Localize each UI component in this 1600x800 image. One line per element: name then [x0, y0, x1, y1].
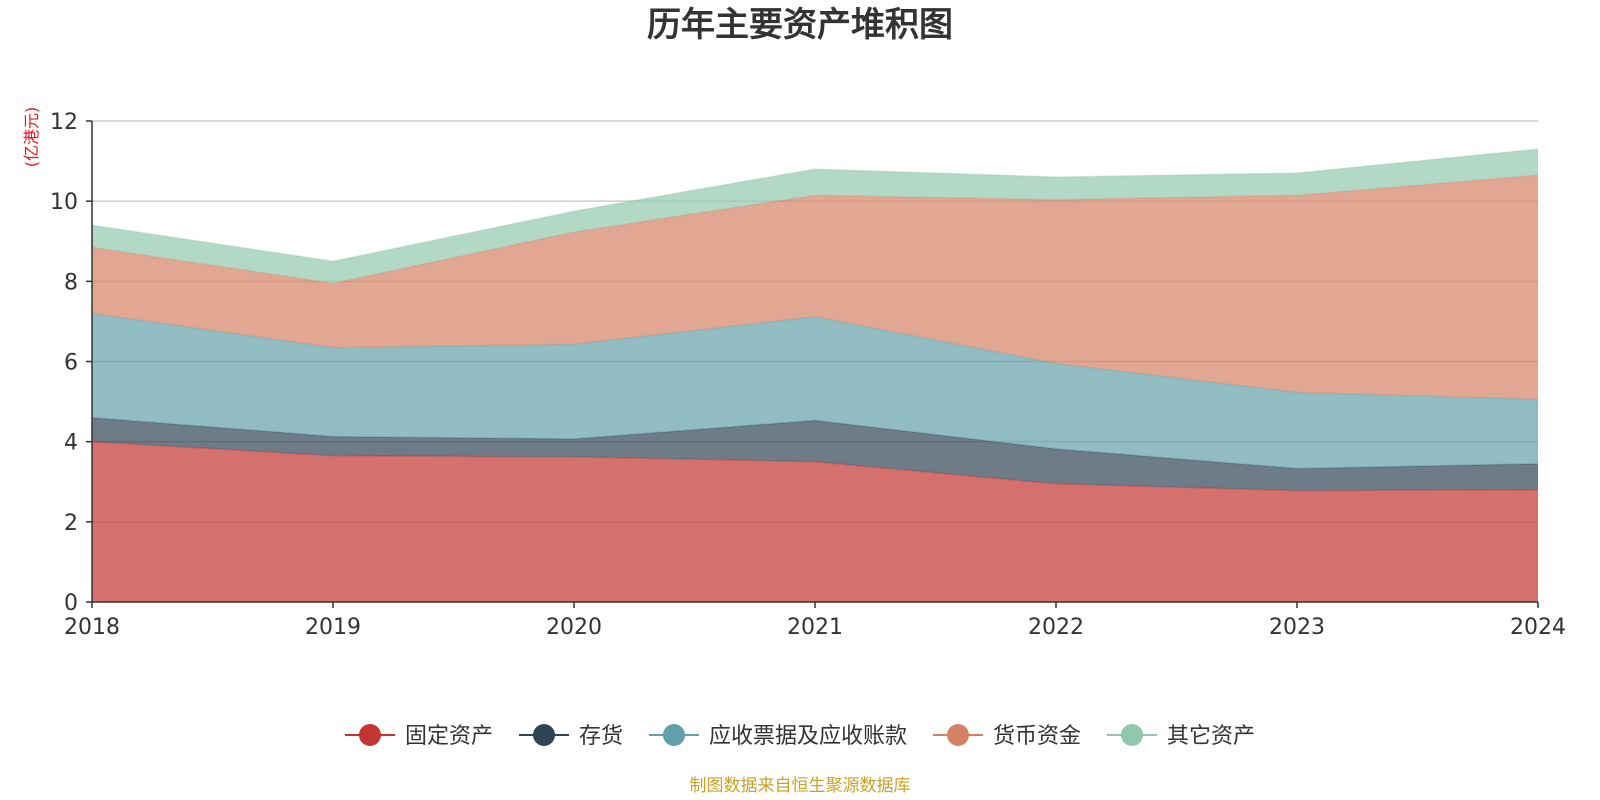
y-tick-label: 4 — [64, 431, 78, 456]
y-tick-label: 10 — [50, 190, 78, 215]
legend-label: 货币资金 — [993, 724, 1081, 749]
legend-item-3[interactable]: 应收票据及应收账款 — [649, 724, 907, 749]
legend-label: 存货 — [579, 724, 623, 749]
area-series-5-line — [91, 148, 1539, 263]
x-tick-label: 2024 — [1510, 615, 1566, 640]
area-series-3 — [92, 313, 1538, 469]
legend-item-2[interactable]: 存货 — [519, 724, 623, 749]
legend-item-5[interactable]: 其它资产 — [1107, 724, 1255, 749]
legend[interactable]: 固定资产 存货 应收票据及应收账款 货币资金 其它资产 — [345, 724, 1255, 749]
y-tick-label: 12 — [50, 110, 78, 135]
area-series-1 — [92, 441, 1538, 602]
x-tick-label: 2018 — [64, 615, 120, 640]
legend-item-4[interactable]: 货币资金 — [933, 724, 1081, 749]
x-tick-label: 2020 — [546, 615, 602, 640]
legend-circle-marker — [533, 724, 555, 746]
y-tick-label: 2 — [64, 511, 78, 536]
y-tick-label: 0 — [64, 591, 78, 616]
area-series-5 — [92, 149, 1538, 284]
y-tick-label: 8 — [64, 270, 78, 295]
x-tick-label: 2021 — [787, 615, 843, 640]
x-tick-label: 2019 — [305, 615, 361, 640]
x-tick-label: 2023 — [1269, 615, 1325, 640]
area-series-2 — [92, 417, 1538, 491]
chart-title: 历年主要资产堆积图 — [647, 5, 953, 45]
legend-label: 应收票据及应收账款 — [709, 724, 907, 749]
legend-circle-marker — [1121, 724, 1143, 746]
y-axis-unit-label: (亿港元) — [22, 107, 41, 168]
area-series-group — [91, 148, 1539, 602]
area-series-4 — [92, 175, 1538, 400]
source-footnote: 制图数据来自恒生聚源数据库 — [690, 776, 911, 796]
axes: 0 2 4 6 8 10 12 2018 2019 2020 2021 2022 2023 2024 — [50, 110, 1566, 640]
legend-circle-marker — [947, 724, 969, 746]
x-tick-label: 2022 — [1028, 615, 1084, 640]
legend-label: 其它资产 — [1167, 724, 1255, 749]
legend-item-1[interactable]: 固定资产 — [345, 724, 493, 749]
y-tick-label: 6 — [64, 351, 78, 376]
legend-label: 固定资产 — [405, 724, 493, 749]
legend-circle-marker — [359, 724, 381, 746]
legend-circle-marker — [663, 724, 685, 746]
